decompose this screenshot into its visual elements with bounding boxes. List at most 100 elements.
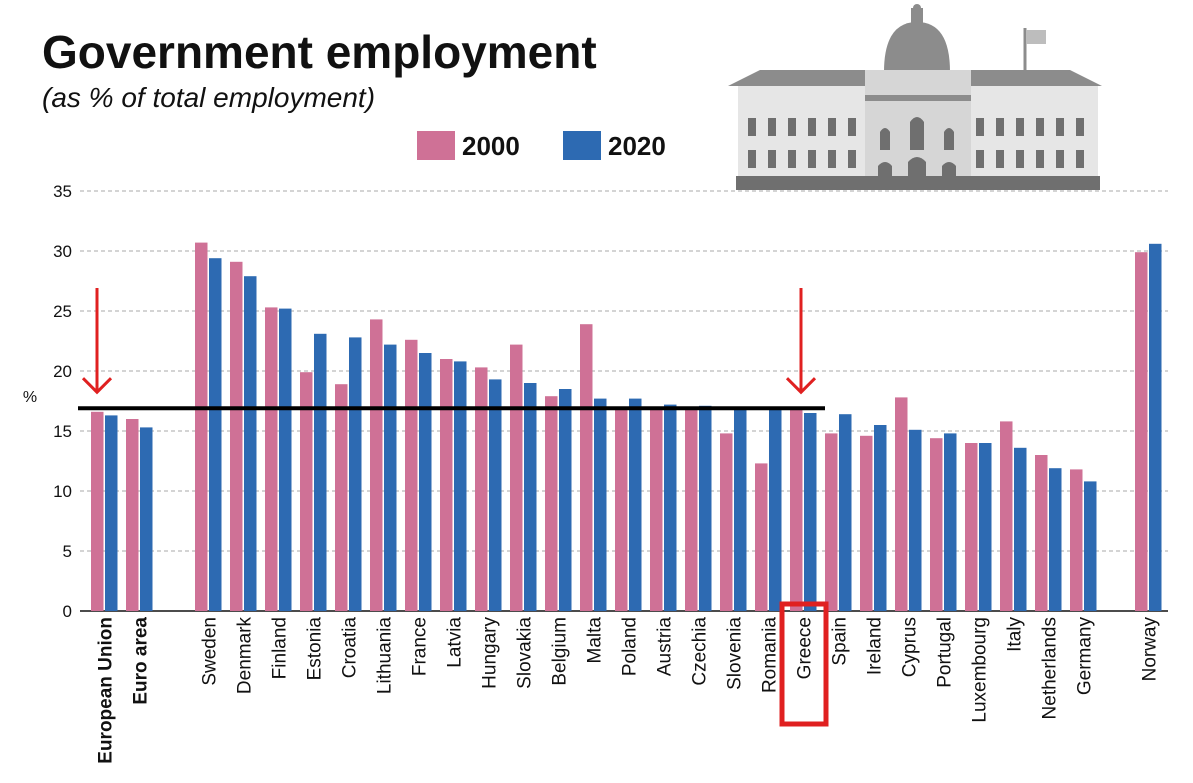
category-label: Luxembourg	[970, 617, 991, 723]
category-label: Latvia	[445, 617, 466, 668]
category-label: Euro area	[131, 617, 152, 705]
bar-denmark-2000	[230, 261, 243, 611]
bar-cyprus-2020	[909, 429, 922, 611]
legend-swatch-2020	[563, 131, 601, 160]
bar-cyprus-2000	[895, 397, 908, 611]
bar-france-2020	[419, 353, 432, 611]
bar-poland-2020	[629, 398, 642, 611]
arrow-head-icon	[81, 377, 113, 395]
chart-subtitle: (as % of total employment)	[42, 82, 375, 113]
bar-austria-2000	[650, 407, 663, 611]
category-label: Ireland	[865, 617, 886, 675]
y-tick-label: 30	[53, 242, 72, 261]
bar-france-2000	[405, 339, 418, 611]
category-label: Lithuania	[375, 617, 396, 695]
bar-greece-2020	[804, 413, 817, 611]
bar-luxembourg-2020	[979, 443, 992, 611]
category-label: Czechia	[690, 617, 711, 686]
bar-slovakia-2020	[524, 383, 537, 611]
bar-croatia-2000	[335, 384, 348, 611]
y-tick-label: 10	[53, 482, 72, 501]
bar-croatia-2020	[349, 337, 362, 611]
chart-title: Government employment	[42, 26, 597, 78]
bar-hungary-2020	[489, 379, 502, 611]
bar-european-union-2020	[105, 415, 118, 611]
category-label: Greece	[795, 617, 816, 679]
bar-italy-2000	[1000, 421, 1013, 611]
bar-malta-2000	[580, 324, 593, 611]
bar-austria-2020	[664, 404, 677, 611]
annotations	[78, 288, 829, 727]
bar-norway-2000	[1135, 252, 1148, 611]
category-labels: European Union Euro area Sweden Denmark Finl…	[96, 617, 1161, 764]
legend: 2000 2020	[417, 131, 666, 161]
bar-hungary-2000	[475, 367, 488, 611]
category-label: Malta	[585, 617, 606, 664]
bar-poland-2000	[615, 407, 628, 611]
bars	[91, 242, 1162, 612]
y-tick-label: 20	[53, 362, 72, 381]
bar-czechia-2000	[685, 407, 698, 611]
bar-ireland-2020	[874, 425, 887, 611]
bar-italy-2020	[1014, 447, 1027, 611]
bar-germany-2000	[1070, 469, 1083, 611]
bar-estonia-2020	[314, 333, 327, 611]
category-label: Italy	[1005, 617, 1026, 652]
category-label: Estonia	[305, 617, 326, 681]
bar-sweden-2000	[195, 242, 208, 611]
y-tick-label: 15	[53, 422, 72, 441]
highlight-box	[779, 601, 829, 727]
arrow-head-icon	[785, 377, 817, 395]
category-label: European Union	[96, 617, 117, 764]
y-tick-label: 35	[53, 182, 72, 201]
bar-latvia-2000	[440, 359, 453, 611]
bar-greece-2000	[790, 408, 803, 611]
bar-latvia-2020	[454, 361, 467, 611]
category-label: Denmark	[235, 617, 256, 695]
category-label: Slovakia	[515, 617, 536, 689]
category-label: France	[410, 617, 431, 676]
bar-sweden-2020	[209, 258, 222, 611]
category-label: Romania	[760, 617, 781, 693]
category-label: Germany	[1075, 617, 1096, 696]
bar-netherlands-2020	[1049, 468, 1062, 611]
bar-slovenia-2000	[720, 433, 733, 611]
bar-portugal-2000	[930, 438, 943, 611]
category-label: Hungary	[480, 617, 501, 689]
legend-label-2000: 2000	[462, 131, 520, 161]
bar-estonia-2000	[300, 372, 313, 611]
bar-finland-2000	[265, 307, 278, 611]
category-label: Norway	[1140, 617, 1161, 682]
bar-norway-2020	[1149, 243, 1162, 612]
category-label: Finland	[270, 617, 291, 679]
bar-belgium-2000	[545, 396, 558, 611]
category-label: Netherlands	[1040, 617, 1061, 719]
category-label: Spain	[830, 617, 851, 666]
bar-malta-2020	[594, 398, 607, 611]
bar-lithuania-2020	[384, 344, 397, 611]
category-label: Portugal	[935, 617, 956, 688]
bar-euro-area-2000	[126, 419, 139, 611]
bar-germany-2020	[1084, 481, 1097, 611]
category-label: Belgium	[550, 617, 571, 686]
government-building-icon	[728, 4, 1102, 190]
category-label: Poland	[620, 617, 641, 676]
category-label: Cyprus	[900, 617, 921, 677]
bar-denmark-2020	[244, 276, 257, 611]
bar-spain-2000	[825, 433, 838, 611]
category-label: Croatia	[340, 617, 361, 679]
bar-romania-2000	[755, 463, 768, 611]
bar-lithuania-2000	[370, 319, 383, 611]
bar-finland-2020	[279, 308, 292, 611]
y-tick-label: 0	[63, 602, 72, 621]
y-tick-label: 5	[63, 542, 72, 561]
bar-czechia-2020	[699, 405, 712, 611]
bar-luxembourg-2000	[965, 443, 978, 611]
category-label: Austria	[655, 617, 676, 677]
category-label: Slovenia	[725, 617, 746, 690]
bar-european-union-2000	[91, 411, 104, 611]
y-axis: 0 5 10 15 20 25 30 35	[53, 182, 1168, 621]
bar-slovenia-2020	[734, 407, 747, 611]
legend-label-2020: 2020	[608, 131, 666, 161]
